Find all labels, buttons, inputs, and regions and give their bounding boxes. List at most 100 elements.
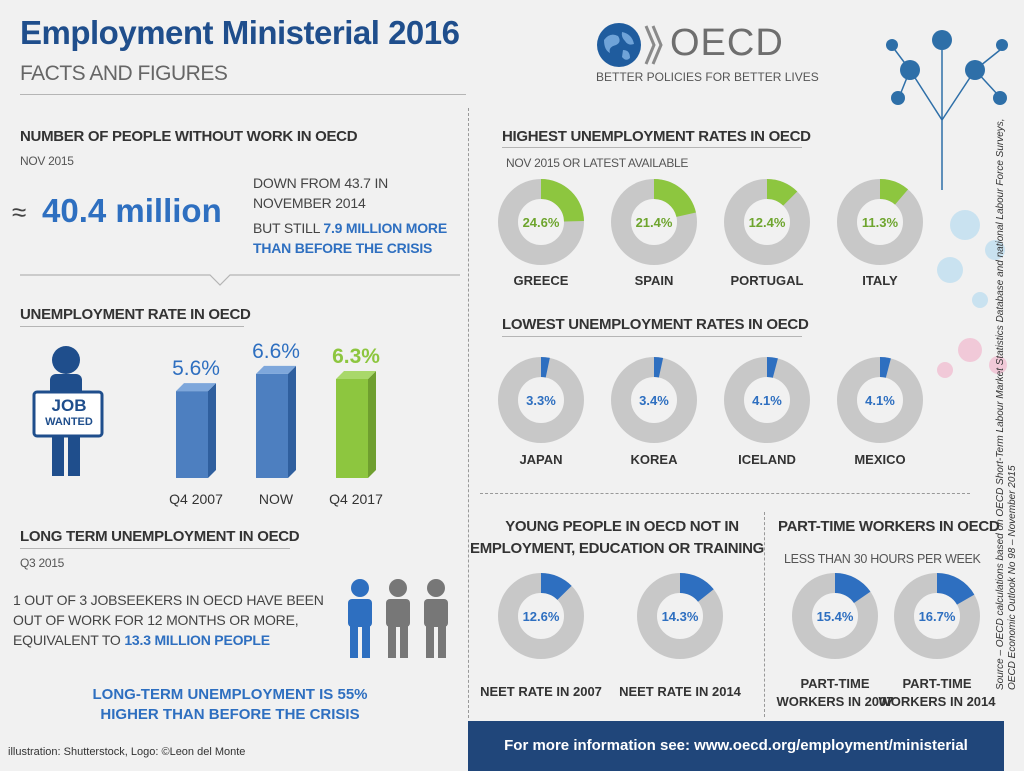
footer-bar: For more information see: www.oecd.org/e… xyxy=(468,721,1004,771)
rate-underline xyxy=(20,326,244,327)
source-note: Source – OECD calculations based on OECD… xyxy=(995,118,1018,690)
bar-category-label: NOW xyxy=(259,491,294,507)
donut-chart: 15.4% xyxy=(792,573,878,659)
long-term-conclusion-2: HIGHER THAN BEFORE THE CRISIS xyxy=(100,706,360,723)
donut-value: 3.3% xyxy=(526,393,556,408)
donut-segment xyxy=(837,357,923,443)
approx-sign: ≈ xyxy=(12,197,27,227)
donut-segment xyxy=(724,179,810,265)
donut-value: 12.4% xyxy=(749,215,786,230)
without-work-heading: NUMBER OF PEOPLE WITHOUT WORK IN OECD xyxy=(20,128,358,145)
logo-tagline: BETTER POLICIES FOR BETTER LIVES xyxy=(596,70,819,84)
without-work-date: NOV 2015 xyxy=(20,154,74,168)
section-divider xyxy=(20,274,460,286)
donut-value: 15.4% xyxy=(817,609,854,624)
bar-value-label: 5.6% xyxy=(172,357,220,380)
donut-value: 12.6% xyxy=(523,609,560,624)
three-people-illustration xyxy=(348,579,448,658)
page-title: Employment Ministerial 2016 xyxy=(20,14,460,51)
donut-value: 3.4% xyxy=(639,393,669,408)
donut-value: 4.1% xyxy=(752,393,782,408)
job-sign-text: JOB xyxy=(51,396,87,415)
bar-category-label: Q4 2007 xyxy=(169,491,223,507)
donut-chart: 24.6% xyxy=(498,179,584,265)
page-subtitle: FACTS AND FIGURES xyxy=(20,62,228,85)
donut-chart: 11.3% xyxy=(837,179,923,265)
country-label: KOREA xyxy=(630,452,678,467)
donut-chart: 3.4% xyxy=(611,357,697,443)
job-seeker-illustration xyxy=(32,346,104,476)
rate-heading: UNEMPLOYMENT RATE IN OECD xyxy=(20,306,251,323)
country-label: PORTUGAL xyxy=(730,273,804,288)
but-still-text: BUT STILL 7.9 MILLION MORE THAN BEFORE T… xyxy=(253,220,447,256)
header-divider xyxy=(20,94,466,95)
down-from-text: DOWN FROM 43.7 IN NOVEMBER 2014 xyxy=(253,175,389,211)
donut-chart: 21.4% xyxy=(611,179,697,265)
highest-heading: HIGHEST UNEMPLOYMENT RATES IN OECD xyxy=(502,128,811,145)
part-time-label: PART-TIME xyxy=(902,676,972,691)
donut-value: 16.7% xyxy=(919,609,956,624)
country-label: SPAIN xyxy=(634,273,674,288)
donut-segment xyxy=(837,179,923,265)
neet-heading-1: YOUNG PEOPLE IN OECD NOT IN xyxy=(505,518,739,535)
oecd-logo: OECD BETTER POLICIES FOR BETTER LIVES xyxy=(596,22,819,84)
donut-chart: 3.3% xyxy=(498,357,584,443)
lowest-underline xyxy=(502,336,802,337)
neet-label: NEET RATE IN 2014 xyxy=(619,684,741,699)
donut-segment xyxy=(498,573,584,659)
bar-2 xyxy=(336,371,376,478)
part-time-label: PART-TIME xyxy=(800,676,870,691)
credits: illustration: Shutterstock, Logo: ©Leon … xyxy=(8,746,246,758)
long-term-conclusion-1: LONG-TERM UNEMPLOYMENT IS 55% xyxy=(92,686,368,703)
donut-segment xyxy=(611,179,697,265)
bottom-column-divider xyxy=(764,512,765,717)
bar-value-label: 6.3% xyxy=(332,345,380,368)
column-divider xyxy=(468,108,469,718)
footer-link[interactable]: For more information see: www.oecd.org/e… xyxy=(504,737,968,754)
donut-segment xyxy=(498,179,584,265)
part-time-label: WORKERS IN 2007 xyxy=(776,694,894,709)
without-work-value: 40.4 million xyxy=(42,192,222,229)
highest-underline xyxy=(502,147,802,148)
donut-chart: 4.1% xyxy=(724,357,810,443)
globe-icon xyxy=(597,23,663,67)
part-time-label: WORKERS IN 2014 xyxy=(878,694,996,709)
donut-chart: 4.1% xyxy=(837,357,923,443)
country-label: ICELAND xyxy=(738,452,796,467)
donut-segment xyxy=(611,357,697,443)
bottom-divider xyxy=(480,493,970,494)
part-time-sub: LESS THAN 30 HOURS PER WEEK xyxy=(784,552,981,566)
lowest-heading: LOWEST UNEMPLOYMENT RATES IN OECD xyxy=(502,316,809,333)
donut-segment xyxy=(894,573,980,659)
donut-chart: 14.3% xyxy=(637,573,723,659)
donut-chart: 16.7% xyxy=(894,573,980,659)
bar-1 xyxy=(256,365,296,478)
country-label: ITALY xyxy=(862,273,898,288)
country-label: GREECE xyxy=(513,273,569,288)
donut-chart: 12.4% xyxy=(724,179,810,265)
network-decoration xyxy=(886,30,1008,378)
country-label: MEXICO xyxy=(854,452,906,467)
donut-segment xyxy=(498,357,584,443)
bar-category-label: Q4 2017 xyxy=(329,491,383,507)
logo-text: OECD xyxy=(670,22,784,64)
unemployment-rate-chart: 5.6% Q4 2007 6.6% NOW 6.3% Q4 2017 xyxy=(169,340,383,507)
wanted-sign-text: WANTED xyxy=(45,416,93,428)
country-label: JAPAN xyxy=(519,452,563,467)
neet-label: NEET RATE IN 2007 xyxy=(480,684,602,699)
donut-segment xyxy=(637,573,723,659)
bar-0 xyxy=(176,383,216,478)
donut-value: 14.3% xyxy=(662,609,699,624)
donut-segment xyxy=(792,573,878,659)
donut-value: 11.3% xyxy=(862,215,899,230)
donut-value: 4.1% xyxy=(865,393,895,408)
bar-value-label: 6.6% xyxy=(252,340,300,363)
long-term-date: Q3 2015 xyxy=(20,556,64,570)
donut-value: 24.6% xyxy=(523,215,560,230)
donut-chart: 12.6% xyxy=(498,573,584,659)
long-term-text: 1 OUT OF 3 JOBSEEKERS IN OECD HAVE BEEN … xyxy=(13,592,324,648)
highest-date: NOV 2015 OR LATEST AVAILABLE xyxy=(506,156,689,170)
part-time-heading: PART-TIME WORKERS IN OECD xyxy=(778,518,1000,535)
donut-segment xyxy=(724,357,810,443)
neet-heading-2: EMPLOYMENT, EDUCATION OR TRAINING xyxy=(470,540,764,557)
